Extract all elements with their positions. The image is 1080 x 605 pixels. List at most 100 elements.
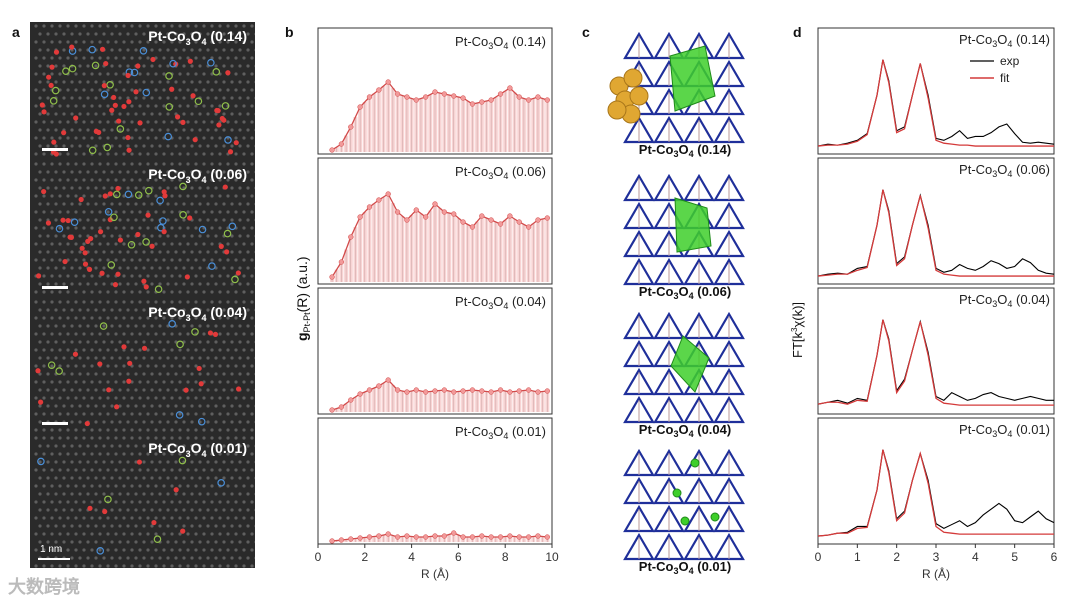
scale-label: 1 nm [40, 544, 63, 555]
rdf-point [422, 94, 429, 100]
pt-atom-marker [48, 82, 54, 89]
rdf-point [544, 534, 550, 540]
rdf-point [488, 97, 494, 103]
rdf-point [497, 534, 504, 540]
rdf-point [460, 219, 466, 225]
pt-atom-marker [145, 212, 151, 218]
watermark-text: 大数跨境 [8, 577, 80, 597]
atom-circle-marker [116, 125, 125, 133]
rdf-point [404, 533, 410, 539]
pt-atom-marker [150, 56, 156, 63]
ft-x-tick-label: 0 [815, 550, 822, 564]
panel-letter-a: a [12, 24, 20, 40]
ft-x-tick-label: 1 [854, 550, 861, 564]
atom-circle-marker [224, 136, 232, 144]
rdf-point [357, 391, 363, 397]
rdf-subplot-title: Pt-Co3O4 (0.06) [455, 164, 546, 181]
pt-atom-marker [235, 386, 242, 392]
rdf-point [497, 91, 504, 97]
atom-circle-marker [47, 361, 56, 369]
pt-atom-marker [87, 505, 93, 511]
pt-atom-marker [102, 508, 108, 515]
rdf-point [525, 387, 532, 393]
rdf-x-tick-label: 10 [545, 550, 559, 564]
atom-circle-marker [194, 97, 203, 106]
atom-circle-marker [103, 143, 112, 152]
rdf-subplot-frame [317, 417, 553, 545]
rdf-point [394, 534, 401, 540]
rdf-point [432, 388, 438, 394]
rdf-point [544, 215, 550, 221]
atom-circle-marker [99, 322, 108, 330]
pt-atom-marker [180, 119, 186, 125]
pt-atom-marker [78, 196, 84, 203]
pt-atom-marker [162, 193, 168, 199]
legend-exp-label: exp [1000, 54, 1020, 68]
rdf-point [394, 209, 401, 215]
rdf-point [544, 97, 550, 103]
atom-circle-marker [100, 90, 109, 99]
pt-atom-marker [114, 404, 120, 410]
rdf-point [348, 234, 354, 240]
svg-text:gPt-Pt(R) (a.u.): gPt-Pt(R) (a.u.) [294, 256, 312, 341]
rdf-x-tick-label: 2 [361, 550, 368, 564]
rdf-point [488, 534, 494, 540]
ft-x-tick-label: 2 [893, 550, 900, 564]
rdf-point [338, 537, 345, 543]
structure-caption: Pt-Co3O4 (0.14) [639, 142, 731, 159]
ft-subplot-title: Pt-Co3O4 (0.01) [959, 422, 1050, 439]
rdf-point [469, 387, 476, 393]
pt-atom-marker [161, 229, 167, 235]
pt-atom-marker [117, 237, 124, 243]
pt-atom-marker [69, 44, 75, 50]
rdf-point [451, 93, 457, 99]
pt-cluster-atom [629, 86, 649, 106]
scale-bar [42, 422, 68, 425]
atom-circle-marker [176, 340, 184, 349]
pt-atom-marker [88, 236, 94, 242]
atom-circle-marker [217, 479, 225, 487]
atom-circle-marker [165, 103, 174, 111]
pt-atom-marker [180, 528, 186, 534]
atom-circle-marker [198, 225, 207, 234]
rdf-ylabel-rest: (R) (a.u.) [294, 256, 310, 312]
structure-caption: Pt-Co3O4 (0.01) [639, 559, 731, 576]
rdf-point [535, 217, 541, 223]
ft-x-tick-label: 6 [1051, 550, 1058, 564]
atom-circle-marker [208, 262, 216, 270]
stem-lattice [34, 300, 255, 432]
rdf-point [376, 533, 382, 539]
pt-atom-marker [222, 184, 228, 190]
pt-single-atom [672, 488, 682, 498]
pt-atom-marker [96, 129, 102, 135]
pt-single-atom [710, 512, 720, 522]
pt-atom-marker [121, 344, 127, 350]
pt-atom-marker [112, 102, 118, 108]
atom-circle-marker [68, 64, 77, 73]
atom-circle-marker [127, 240, 136, 249]
atom-circle-marker [175, 411, 184, 419]
pt-atom-marker [49, 64, 55, 70]
pt-atom-marker [61, 130, 67, 136]
ft-fit-line [817, 59, 1054, 147]
rdf-point [497, 387, 504, 393]
pt-atom-marker [235, 270, 241, 276]
atom-circle-marker [107, 261, 116, 269]
atom-circle-marker [55, 367, 63, 375]
pt-atom-marker [35, 368, 41, 374]
pt-atom-marker [106, 387, 112, 393]
rdf-point [525, 224, 532, 230]
pt-atom-marker [125, 72, 131, 79]
rdf-point [516, 534, 522, 540]
pt-atom-marker [151, 519, 157, 526]
pt-atom-marker [137, 120, 143, 126]
pt-atom-marker [46, 74, 52, 80]
atom-circle-marker [51, 86, 60, 95]
pt-atom-marker [39, 102, 45, 108]
stem-image: Pt-Co3O4 (0.06) [30, 160, 255, 298]
pt-atom-marker [86, 266, 93, 272]
rdf-point [366, 94, 373, 100]
stem-image-label: Pt-Co3O4 (0.06) [148, 166, 247, 185]
stem-image: Pt-Co3O4 (0.01) 1 nm [30, 434, 255, 568]
ft-subplot-title: Pt-Co3O4 (0.06) [959, 162, 1050, 179]
